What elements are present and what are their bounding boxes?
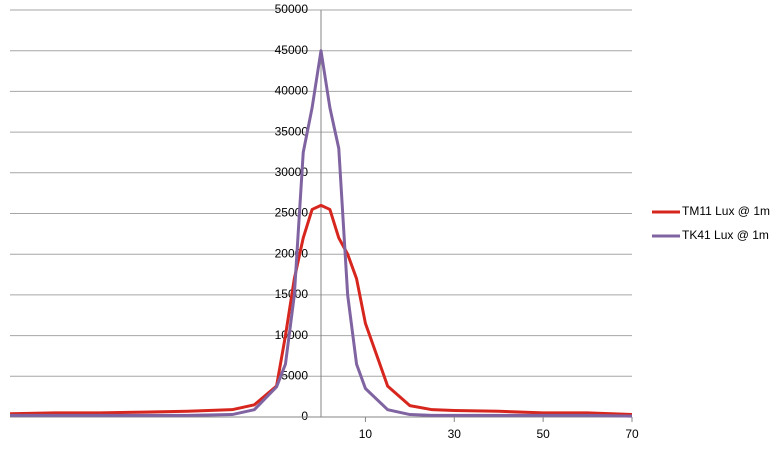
y-tick-label: 0 [301, 409, 308, 423]
x-tick-label: 30 [448, 427, 462, 441]
y-tick-label: 20000 [275, 246, 309, 260]
y-tick-label: 30000 [275, 165, 309, 179]
y-tick-label: 35000 [275, 124, 309, 138]
x-tick-label: 70 [625, 427, 639, 441]
x-tick-label: 10 [359, 427, 373, 441]
y-tick-label: 50000 [275, 2, 309, 16]
y-tick-label: 45000 [275, 43, 309, 57]
series-line [10, 49, 633, 418]
y-tick-label: 10000 [275, 328, 309, 342]
y-tick-label: 25000 [275, 206, 309, 220]
legend-label: TK41 Lux @ 1m [682, 228, 769, 242]
legend-label: TM11 Lux @ 1m [682, 204, 770, 218]
y-tick-label: 40000 [275, 84, 309, 98]
x-tick-label: 50 [536, 427, 550, 441]
y-tick-label: 5000 [281, 368, 308, 382]
series-line [9, 203, 633, 417]
